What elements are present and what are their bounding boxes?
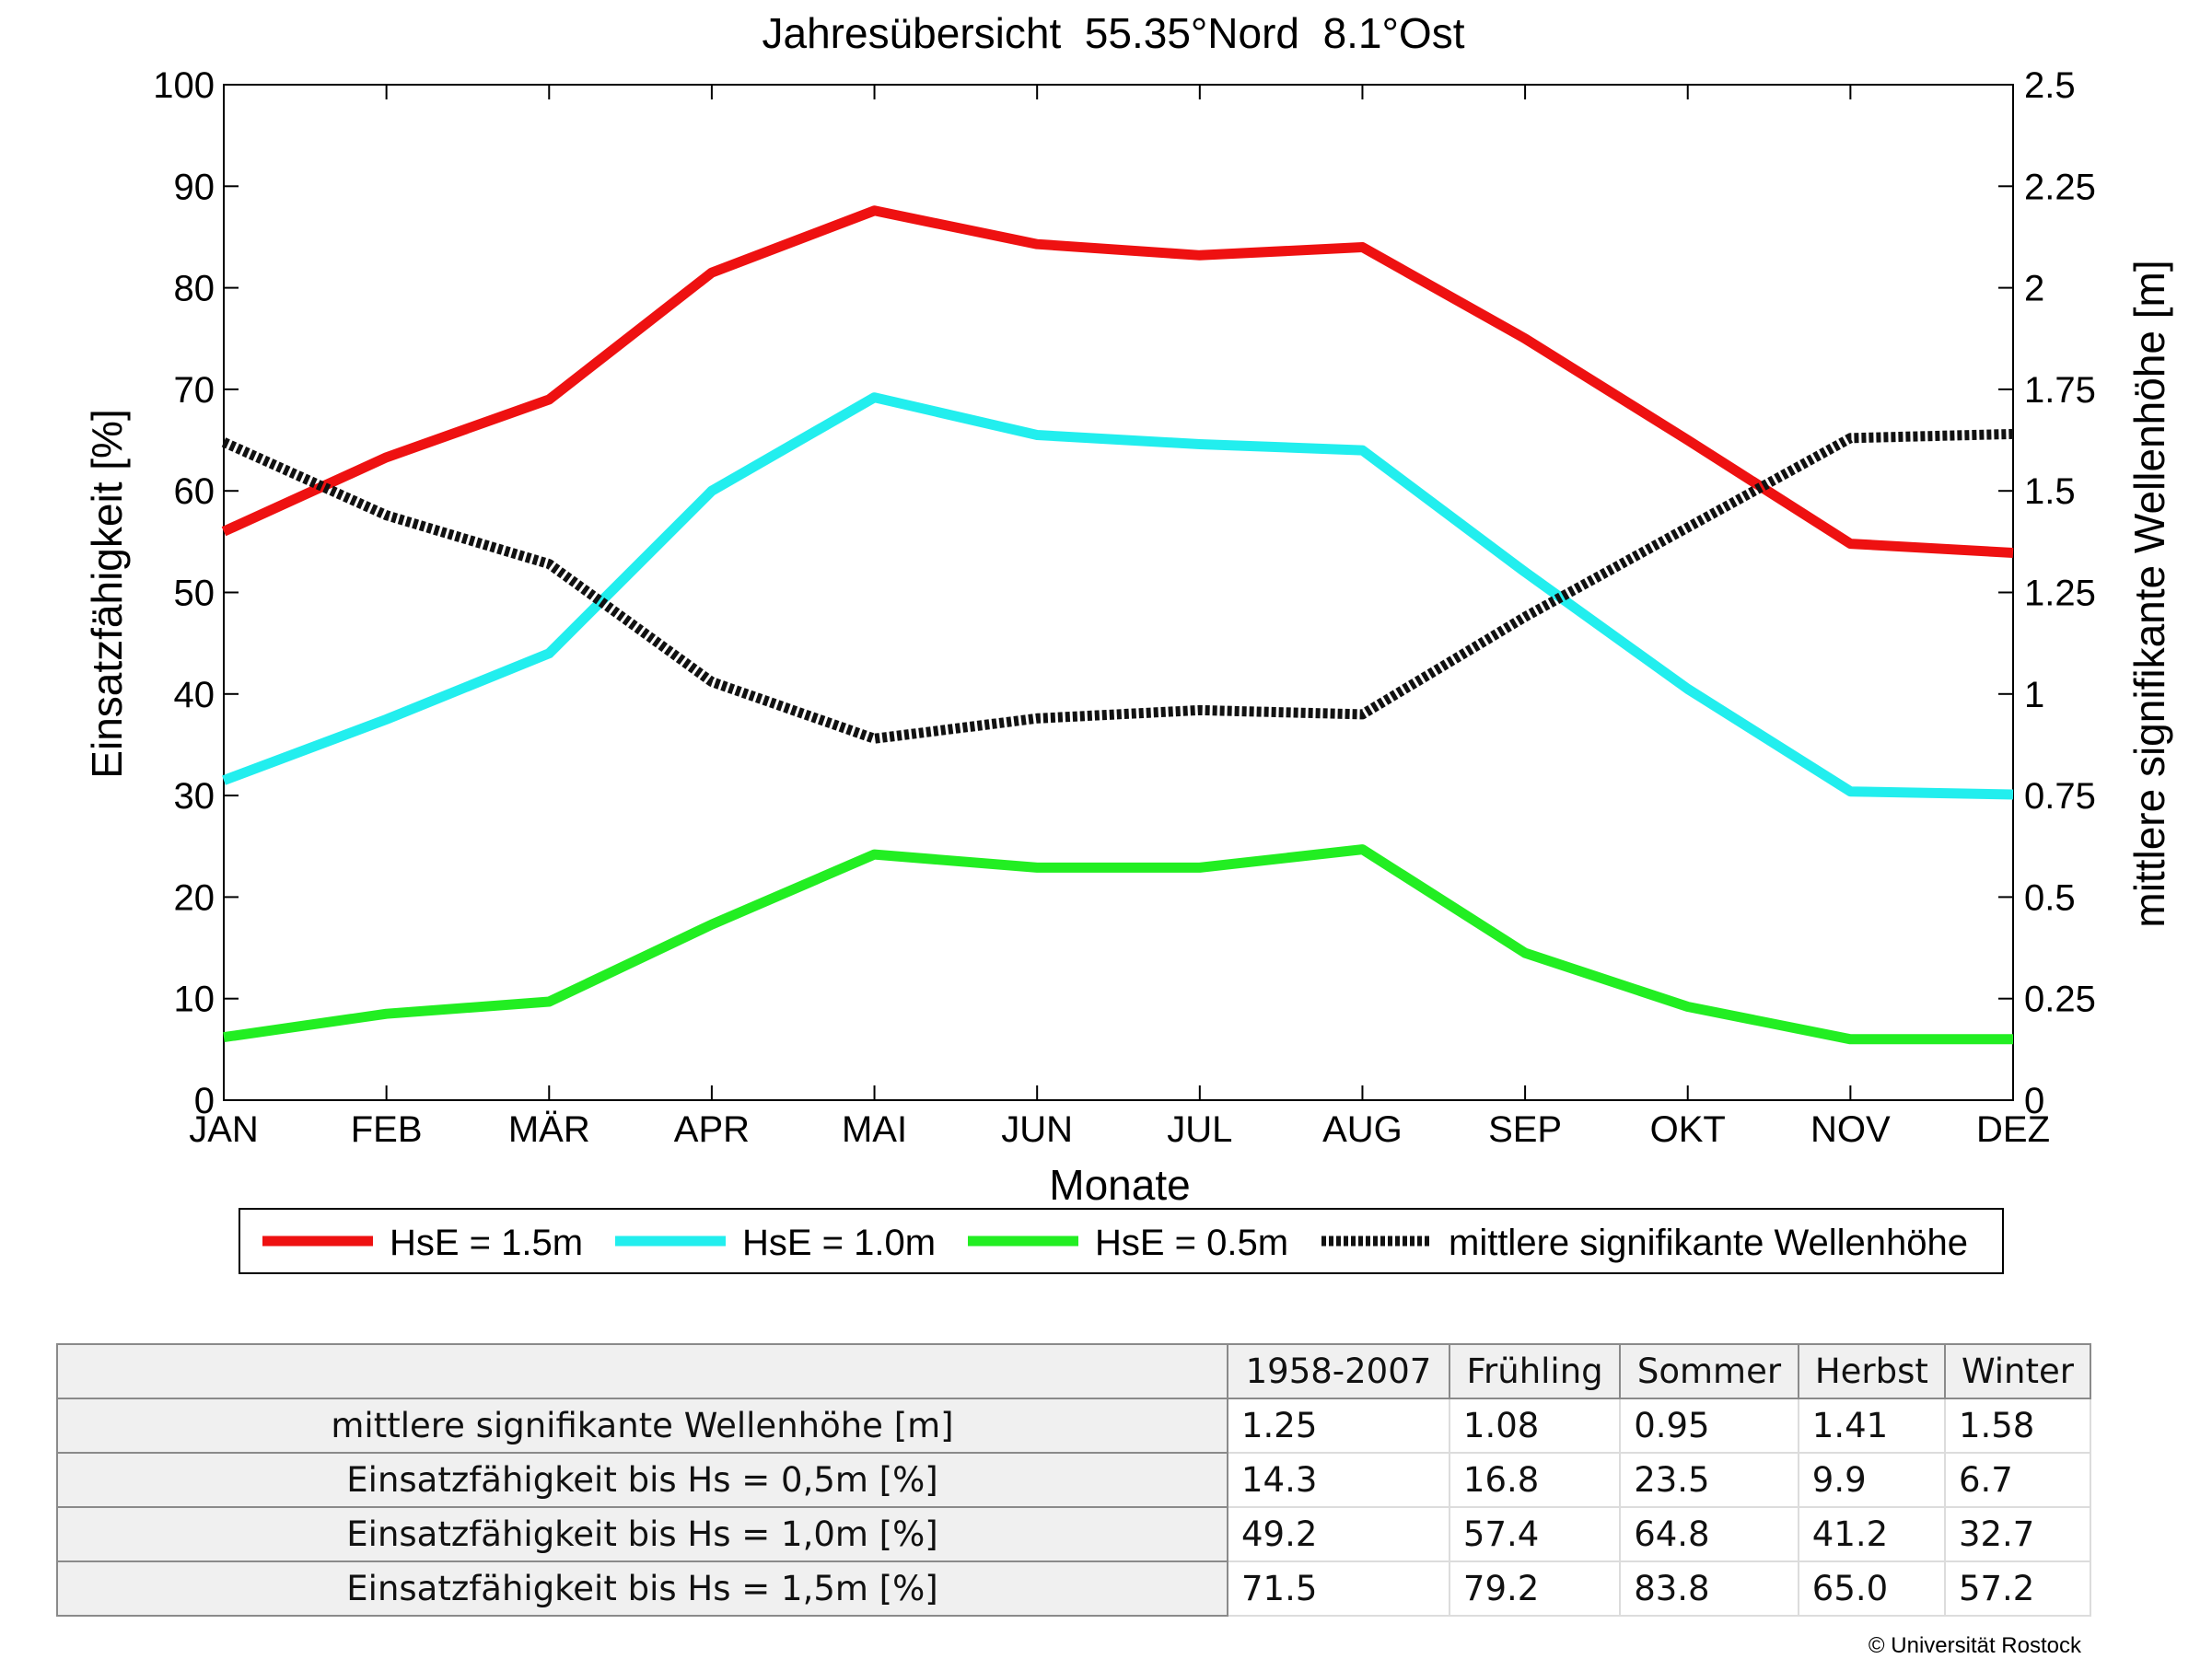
x-tick-label: AUG [1322,1109,1403,1150]
y-tick-label: 60 [174,471,215,512]
y-tick-label: 80 [174,269,215,309]
legend-label: HsE = 0.5m [1095,1223,1288,1263]
table-row: Einsatzfähigkeit bis Hs = 1,0m [%] 49.2 … [57,1507,2090,1561]
y-tick-label: 50 [174,574,215,614]
x-axis-label: Monate [1049,1161,1190,1209]
x-tick-label: FEB [351,1109,423,1150]
x-tick-label: JUN [1001,1109,1073,1150]
table-row-label: Einsatzfähigkeit bis Hs = 1,0m [%] [57,1507,1228,1561]
y2-tick-label: 1.5 [2024,471,2076,512]
table-row-label: Einsatzfähigkeit bis Hs = 1,5m [%] [57,1561,1228,1616]
table-header-row: 1958-2007 Frühling Sommer Herbst Winter [57,1344,2090,1398]
table-cell: 57.4 [1449,1507,1620,1561]
y-tick-label: 10 [174,980,215,1020]
table-cell: 9.9 [1799,1453,1945,1507]
x-tick-label: JAN [189,1109,259,1150]
table-cell: 65.0 [1799,1561,1945,1616]
table-cell: 79.2 [1449,1561,1620,1616]
x-tick-label: DEZ [1976,1109,2050,1150]
legend-label: HsE = 1.0m [742,1223,936,1263]
y2-tick-label: 0.75 [2024,776,2096,817]
legend-label: HsE = 1.5m [390,1223,583,1263]
table-cell: 23.5 [1620,1453,1799,1507]
y-tick-label: 30 [174,776,215,817]
legend: HsE = 1.5m HsE = 1.0m HsE = 0.5m mittlere s… [239,1209,2003,1273]
y-tick-label: 40 [174,675,215,715]
table-row: mittlere signifikante Wellenhöhe [m] 1.2… [57,1398,2090,1453]
table-row: Einsatzfähigkeit bis Hs = 1,5m [%] 71.5 … [57,1561,2090,1616]
table-cell: 83.8 [1620,1561,1799,1616]
plot-area [224,85,2013,1100]
table-cell: 0.95 [1620,1398,1799,1453]
table-cell: 1.08 [1449,1398,1620,1453]
y-tick-label: 70 [174,370,215,411]
table-col-header: Sommer [1620,1344,1799,1398]
table-cell: 64.8 [1620,1507,1799,1561]
copyright-notice: © Universität Rostock [1869,1633,2081,1659]
table-col-header: 1958-2007 [1228,1344,1449,1398]
table-cell: 16.8 [1449,1453,1620,1507]
y-tick-label: 20 [174,877,215,918]
summary-table: 1958-2007 Frühling Sommer Herbst Winter … [56,1343,2091,1617]
y-tick-label: 90 [174,167,215,207]
table-col-header: Frühling [1449,1344,1620,1398]
table-cell: 71.5 [1228,1561,1449,1616]
x-tick-label: SEP [1488,1109,1562,1150]
table-cell: 6.7 [1945,1453,2090,1507]
table-row-label: mittlere signifikante Wellenhöhe [m] [57,1398,1228,1453]
table-col-header: Herbst [1799,1344,1945,1398]
chart-title: Jahresübersicht 55.35°Nord 8.1°Ost [763,9,1465,57]
y2-tick-label: 2 [2024,269,2044,309]
table-cell: 49.2 [1228,1507,1449,1561]
y2-tick-label: 0.5 [2024,877,2076,918]
table-cell: 1.25 [1228,1398,1449,1453]
table-cell: 14.3 [1228,1453,1449,1507]
y2-tick-label: 2.5 [2024,65,2076,106]
y-tick-label: 100 [153,65,215,106]
x-tick-label: MÄR [508,1109,590,1150]
table-cell: 32.7 [1945,1507,2090,1561]
x-tick-label: JUL [1167,1109,1232,1150]
y2-tick-label: 1 [2024,675,2044,715]
y2-axis-label: mittlere signifikante Wellenhöhe [m] [2125,260,2173,927]
legend-label: mittlere signifikante Wellenhöhe [1449,1223,1968,1263]
y2-tick-label: 2.25 [2024,167,2096,207]
x-tick-label: NOV [1810,1109,1891,1150]
table-cell: 57.2 [1945,1561,2090,1616]
table-cell: 1.41 [1799,1398,1945,1453]
x-tick-label: APR [674,1109,750,1150]
chart: Jahresübersicht 55.35°Nord 8.1°Ost 01020… [0,0,2212,1307]
x-tick-label: OKT [1650,1109,1726,1150]
y2-tick-label: 1.25 [2024,574,2096,614]
table-cell: 1.58 [1945,1398,2090,1453]
table-cell: 41.2 [1799,1507,1945,1561]
y2-tick-label: 0.25 [2024,980,2096,1020]
y2-tick-label: 1.75 [2024,370,2096,411]
table-row: Einsatzfähigkeit bis Hs = 0,5m [%] 14.3 … [57,1453,2090,1507]
table-corner-cell [57,1344,1228,1398]
y-axis-label: Einsatzfähigkeit [%] [83,409,131,778]
axes: 010203040506070809010000.250.50.7511.251… [153,65,2096,1150]
x-tick-label: MAI [842,1109,907,1150]
table-col-header: Winter [1945,1344,2090,1398]
table-row-label: Einsatzfähigkeit bis Hs = 0,5m [%] [57,1453,1228,1507]
